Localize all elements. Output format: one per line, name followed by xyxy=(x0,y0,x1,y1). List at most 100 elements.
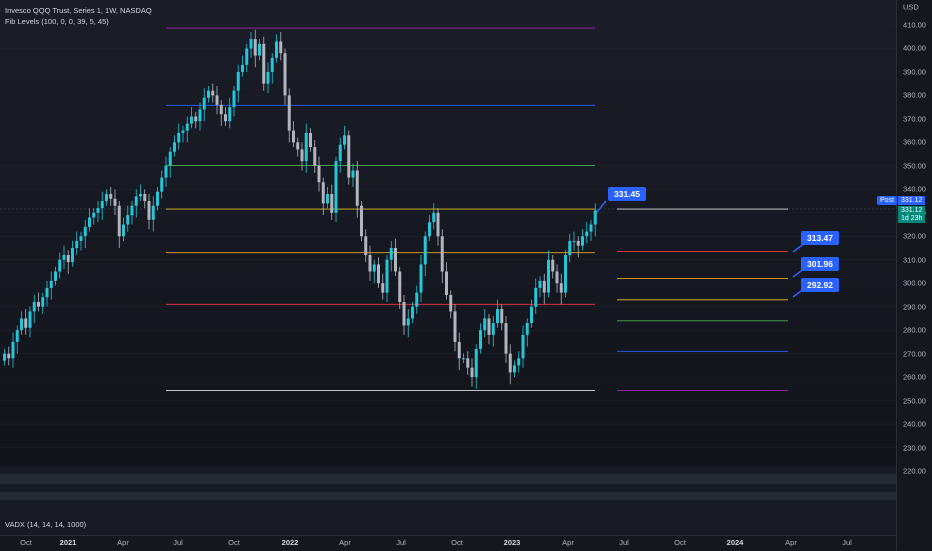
price-tick: 260.00 xyxy=(903,372,926,382)
time-tick: Oct xyxy=(20,538,32,547)
candle xyxy=(7,346,11,366)
candle xyxy=(79,231,83,251)
candle xyxy=(466,351,470,375)
candle xyxy=(364,229,368,263)
candle xyxy=(245,43,249,72)
candle xyxy=(321,177,325,216)
candle xyxy=(423,231,427,277)
candle xyxy=(551,255,555,279)
candle xyxy=(530,299,533,328)
candle xyxy=(368,245,372,281)
price-tick: 300.00 xyxy=(903,278,926,288)
candle xyxy=(151,196,155,232)
last-price-label: 331.12 xyxy=(898,206,926,215)
time-tick: Apr xyxy=(339,538,351,547)
candle xyxy=(449,290,453,319)
target-badge-1: 313.47 xyxy=(801,231,839,245)
candle xyxy=(360,201,363,241)
candle xyxy=(317,156,321,192)
candle xyxy=(122,217,125,241)
candle xyxy=(542,273,546,305)
candle xyxy=(54,266,57,286)
candle xyxy=(147,194,151,230)
candle xyxy=(270,53,274,84)
candle xyxy=(419,255,423,302)
candle xyxy=(126,205,130,232)
candle xyxy=(589,219,593,241)
candle xyxy=(66,250,70,274)
price-axis[interactable]: USD 410.00 400.00 390.00 380.00 370.00 360.00… xyxy=(877,0,932,550)
candle xyxy=(576,236,580,258)
indicator-legend[interactable]: Fib Levels (100, 0, 0, 39, 5, 45) xyxy=(5,17,109,26)
price-tick: 370.00 xyxy=(903,114,926,124)
candle xyxy=(296,137,300,157)
candle xyxy=(334,156,338,223)
candle xyxy=(275,34,278,63)
candle xyxy=(355,161,359,218)
candle xyxy=(194,111,198,129)
price-chart[interactable] xyxy=(0,0,896,466)
candle xyxy=(266,62,270,94)
indicator-strip xyxy=(0,492,896,500)
candle xyxy=(300,142,304,171)
time-axis[interactable]: Oct 2021 Apr Jul Oct 2022 Apr Jul Oct 2023 Apr Jul O… xyxy=(0,535,896,551)
countdown-label: 1d 23h xyxy=(898,214,926,223)
candle xyxy=(113,189,117,216)
price-tick: 410.00 xyxy=(903,20,926,30)
chart-title[interactable]: Invesco QQQ Trust, Series 1, 1W, NASDAQ xyxy=(5,6,152,15)
candle xyxy=(432,203,436,230)
candle xyxy=(156,186,159,211)
candle xyxy=(402,294,406,335)
target-badge-2: 301.96 xyxy=(801,257,839,271)
candle xyxy=(190,107,193,129)
candle xyxy=(160,170,164,199)
candle xyxy=(525,318,529,347)
candle xyxy=(109,186,113,206)
candle xyxy=(130,201,134,225)
candle xyxy=(45,280,49,307)
candle xyxy=(215,86,219,115)
time-tick: Oct xyxy=(674,538,686,547)
candle xyxy=(313,140,317,173)
candle xyxy=(11,332,15,368)
candle xyxy=(117,201,121,248)
candle xyxy=(372,259,376,284)
candle xyxy=(487,313,491,345)
vadx-label[interactable]: VADX (14, 14, 14, 1000) xyxy=(5,520,87,529)
post-label: Post xyxy=(877,196,898,205)
time-tick: Jul xyxy=(396,538,406,547)
candle xyxy=(287,88,291,143)
candle xyxy=(304,123,308,173)
candle xyxy=(41,292,45,314)
candle xyxy=(139,184,142,202)
candle xyxy=(181,125,185,143)
price-tick: 360.00 xyxy=(903,137,926,147)
price-tick: 280.00 xyxy=(903,325,926,335)
candle xyxy=(177,123,181,150)
price-tick: 340.00 xyxy=(903,184,926,194)
candle xyxy=(330,184,334,220)
candle xyxy=(381,273,385,300)
candle xyxy=(406,309,410,338)
candle xyxy=(428,215,431,241)
candle xyxy=(202,88,206,122)
chart-pane[interactable]: Invesco QQQ Trust, Series 1, 1W, NASDAQ … xyxy=(0,0,896,466)
badge-pointer xyxy=(596,200,607,213)
time-tick: Oct xyxy=(228,538,240,547)
candle xyxy=(508,344,512,385)
time-tick: Apr xyxy=(562,538,574,547)
indicator-pane[interactable]: VADX (14, 14, 14, 1000) xyxy=(0,466,896,535)
currency-label: USD xyxy=(903,2,919,12)
candle xyxy=(24,309,28,335)
target-badge-3: 292.92 xyxy=(801,278,839,292)
candle xyxy=(283,48,287,105)
candle xyxy=(398,266,402,310)
candle xyxy=(258,39,261,61)
candle xyxy=(504,316,508,364)
candle xyxy=(343,125,346,150)
candle xyxy=(3,348,6,366)
candle xyxy=(232,86,236,117)
candle xyxy=(453,304,457,352)
time-tick: 2022 xyxy=(281,538,299,547)
candle xyxy=(173,135,176,157)
